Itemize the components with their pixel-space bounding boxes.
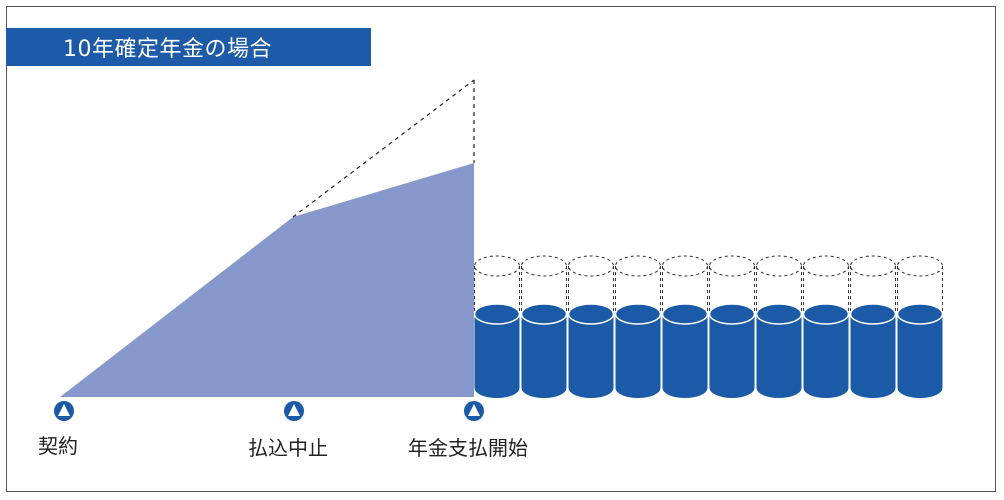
projected-growth-line — [292, 79, 475, 218]
annuity-cylinder — [614, 255, 662, 398]
annuity-cylinder — [849, 255, 897, 398]
milestone-label-payment-stop: 払込中止 — [248, 436, 328, 460]
diagram-frame — [6, 6, 996, 492]
annuity-cylinder — [473, 255, 521, 398]
annuity-cylinder — [661, 255, 709, 398]
annuity-cylinder — [896, 255, 944, 398]
annuity-cylinder — [802, 255, 850, 398]
title-banner: 10年確定年金の場合 — [6, 28, 371, 66]
marker-annuity-start-icon — [464, 401, 484, 421]
annuity-payments — [473, 255, 944, 398]
milestone-label-annuity-start: 年金支払開始 — [408, 436, 528, 460]
annuity-cylinder — [567, 255, 615, 398]
annuity-cylinder — [708, 255, 756, 398]
marker-contract-icon — [54, 401, 74, 421]
annuity-cylinder — [755, 255, 803, 398]
diagram-title: 10年確定年金の場合 — [63, 37, 272, 62]
milestone-label-contract: 契約 — [38, 434, 78, 458]
annuity-cylinder — [520, 255, 568, 398]
marker-payment-stop-icon — [284, 401, 304, 421]
accumulation-area — [60, 163, 474, 397]
